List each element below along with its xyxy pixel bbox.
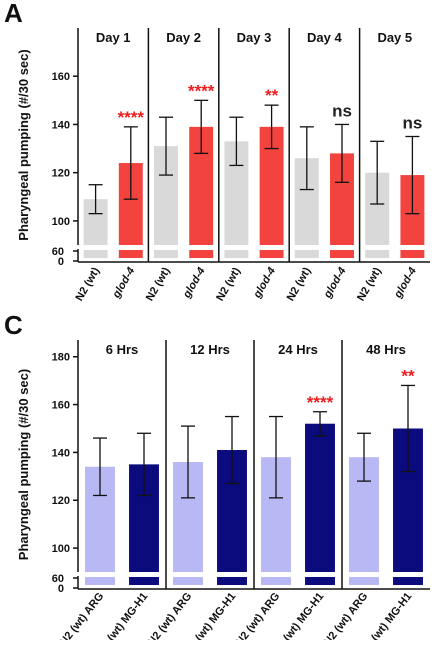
group-label: Day 2 xyxy=(166,30,201,45)
group-label: Day 5 xyxy=(377,30,412,45)
bar-stub xyxy=(118,250,143,258)
x-tick-label: glod-4 xyxy=(251,266,278,301)
x-tick-label: N2 (wt) xyxy=(285,265,314,303)
panel-label: A xyxy=(4,0,23,28)
y-tick-label: 100 xyxy=(52,543,70,555)
bar-stub xyxy=(349,577,379,585)
x-tick-label: glod-4 xyxy=(321,266,348,301)
y-tick-label: 160 xyxy=(52,400,70,412)
y-tick-label: 180 xyxy=(52,352,70,364)
y-axis-label: Pharyngeal pumping (#/30 sec) xyxy=(16,49,31,240)
group-label: Day 1 xyxy=(96,30,131,45)
x-tick-label: N2 (wt) xyxy=(214,265,243,303)
x-tick-label: N2 (wt) xyxy=(73,265,102,303)
bar xyxy=(189,126,214,245)
bar xyxy=(330,153,354,245)
bar xyxy=(224,141,249,245)
y-tick-label: 160 xyxy=(52,71,70,83)
group-label: Day 3 xyxy=(237,30,272,45)
x-tick-label: N2 (wt) xyxy=(144,265,173,303)
group-label: 6 Hrs xyxy=(106,342,139,357)
y-tick-label: 120 xyxy=(52,495,70,507)
x-tick-label: glod-4 xyxy=(110,266,137,301)
significance: ns xyxy=(402,114,422,133)
bar-stub xyxy=(129,577,159,585)
panel-label: C xyxy=(4,310,23,340)
bar-stub xyxy=(365,250,390,258)
bar-stub xyxy=(261,577,291,585)
bar-stub xyxy=(259,250,284,258)
significance: **** xyxy=(118,108,145,127)
y-tick-label: 140 xyxy=(52,447,70,459)
bar-stub xyxy=(400,250,425,258)
y-tick-label: 120 xyxy=(52,168,70,180)
y-tick-label: 60 xyxy=(52,246,64,258)
x-tick-label: N2 (wt) xyxy=(355,265,384,303)
x-tick-label: N2 (wt) ARG xyxy=(146,590,195,640)
bar-stub xyxy=(154,250,178,258)
x-tick-label: N2 (wt) ARG xyxy=(58,590,107,640)
bar xyxy=(154,146,178,245)
bar-stub xyxy=(330,250,354,258)
y-tick-label: 60 xyxy=(52,573,64,585)
significance: **** xyxy=(188,81,215,100)
significance: **** xyxy=(307,393,334,412)
y-tick-label: 100 xyxy=(52,216,70,228)
bar-stub xyxy=(217,577,247,585)
bar-stub xyxy=(83,250,108,258)
bar-stub xyxy=(85,577,115,585)
bar-stub xyxy=(224,250,249,258)
bar xyxy=(305,423,335,572)
bar-stub xyxy=(305,577,335,585)
bar xyxy=(118,163,143,245)
bar-stub xyxy=(173,577,203,585)
x-tick-label: N2 (wt) ARG xyxy=(234,590,283,640)
y-axis-label: Pharyngeal pumping (#/30 sec) xyxy=(16,369,31,560)
group-label: 48 Hrs xyxy=(366,342,406,357)
group-label: 24 Hrs xyxy=(278,342,318,357)
bar xyxy=(365,172,390,245)
group-label: 12 Hrs xyxy=(190,342,230,357)
significance: ns xyxy=(332,101,352,120)
bar xyxy=(294,158,319,245)
bar xyxy=(83,199,108,245)
bar-stub xyxy=(294,250,319,258)
group-label: Day 4 xyxy=(307,30,342,45)
x-tick-label: glod-4 xyxy=(180,266,207,301)
x-tick-label: glod-4 xyxy=(392,266,419,301)
x-tick-label: N2 (wt) ARG xyxy=(322,590,371,640)
bar-stub xyxy=(393,577,423,585)
y-tick-label: 0 xyxy=(58,583,64,595)
y-tick-label: 0 xyxy=(58,256,64,268)
y-tick-label: 140 xyxy=(52,119,70,131)
significance: ** xyxy=(265,86,279,105)
bar xyxy=(259,126,284,245)
bar-stub xyxy=(189,250,214,258)
significance: ** xyxy=(401,366,415,385)
